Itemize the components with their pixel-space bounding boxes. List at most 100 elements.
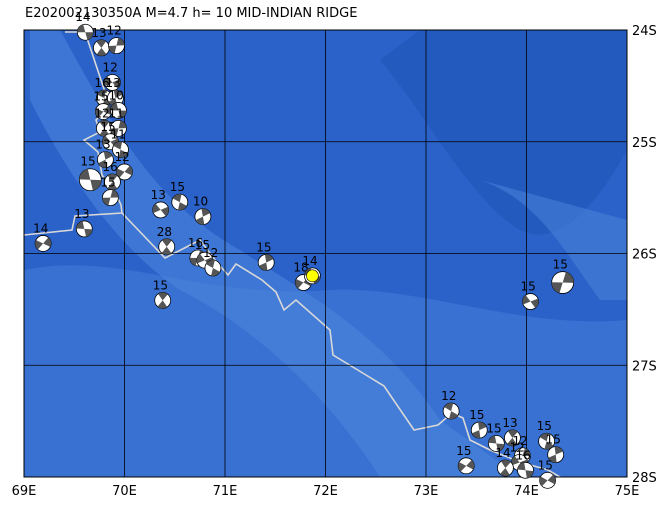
depth-label: 12 (509, 440, 524, 454)
focal-mechanism (76, 23, 94, 41)
beachball-compression (517, 462, 534, 479)
x-tick-label: 75E (615, 484, 640, 499)
x-tick-label: 73E (414, 484, 439, 499)
focal-mechanism (194, 208, 212, 226)
beachball-compression (35, 237, 52, 250)
depth-label: 14 (75, 10, 90, 24)
depth-label: 15 (521, 280, 536, 294)
focal-mechanism (116, 163, 133, 181)
map-frame (23, 29, 628, 478)
depth-label: 15 (170, 180, 185, 194)
beachball-compression (108, 37, 125, 54)
depth-label: 13 (151, 188, 166, 202)
beachball-compression (458, 459, 475, 472)
depth-label: 15 (538, 458, 553, 472)
depth-label: 15 (100, 176, 115, 190)
beachball-compression (195, 208, 211, 225)
beachball-compression (98, 151, 113, 168)
depth-label: 15 (195, 238, 210, 252)
beachball-compression (488, 435, 505, 452)
depth-label: 16 (94, 76, 109, 90)
depth-label: 11 (110, 128, 125, 142)
y-tick-label: 24S (632, 24, 657, 39)
depth-label: 13 (502, 416, 517, 430)
x-tick-label: 70E (112, 484, 137, 499)
focal-mechanism (152, 201, 170, 219)
focal-mechanism (522, 293, 539, 310)
x-tick-label: 71E (213, 484, 238, 499)
depth-label: 13 (91, 26, 106, 40)
depth-label: 12 (115, 150, 130, 164)
focal-mechanism (78, 168, 102, 192)
depth-label: 15 (486, 421, 501, 435)
focal-mechanism (487, 435, 505, 452)
focal-mechanism (104, 74, 121, 91)
focal-mechanism (75, 220, 93, 238)
beachball-compression (161, 238, 172, 255)
focal-mechanism (517, 461, 534, 479)
ridge-axis (121, 212, 561, 477)
focal-mechanism (97, 151, 114, 169)
beachball-compression (110, 120, 127, 137)
focal-mechanism (470, 421, 488, 439)
depth-label: 15 (256, 240, 271, 254)
depth-label: 16 (515, 448, 530, 462)
y-tick-label: 25S (632, 136, 657, 151)
beachball-compression (471, 422, 487, 439)
depth-label: 15 (537, 419, 552, 433)
beachball-compression (95, 105, 112, 118)
focal-mechanism (547, 446, 565, 464)
focal-mechanism (551, 271, 575, 294)
beachball-compression (522, 295, 539, 308)
y-tick-label: 28S (632, 471, 657, 486)
depth-label: 10 (193, 195, 208, 209)
depth-label: 14 (302, 254, 317, 268)
x-tick-label: 74E (514, 484, 539, 499)
depth-label: 15 (469, 408, 484, 422)
focal-mechanism (108, 37, 125, 55)
beachball-compression (548, 446, 564, 463)
depth-label: 13 (95, 138, 110, 152)
focal-mechanism (110, 102, 127, 119)
focal-mechanism (92, 39, 110, 57)
beachball-compression (539, 433, 554, 450)
map-title: E202002130350A M=4.7 h= 10 MID-INDIAN RI… (25, 6, 357, 21)
depth-label: 14 (33, 221, 48, 235)
depth-label: 15 (553, 258, 568, 272)
focal-mechanism (504, 429, 521, 447)
depth-label: 15 (80, 155, 95, 169)
depth-label: 14 (495, 446, 510, 460)
beachball-outline (158, 238, 176, 256)
beachball-compression (444, 403, 459, 420)
beachball-compression (152, 203, 169, 217)
x-tick-label: 69E (12, 484, 37, 499)
beachball-compression (104, 76, 121, 89)
beachball-compression (157, 292, 168, 309)
beachball-outline (496, 459, 514, 477)
beachball-compression (507, 429, 518, 446)
beachball-compression (99, 120, 110, 137)
focal-mechanism (94, 103, 112, 120)
focal-mechanism (154, 292, 172, 309)
x-tick-label: 72E (313, 484, 338, 499)
depth-label: 16 (102, 160, 117, 174)
depth-label: 18 (293, 261, 308, 275)
beachball-compression (172, 194, 187, 211)
focal-mechanism (442, 402, 460, 420)
depth-label: 15 (100, 120, 115, 134)
y-tick-label: 27S (632, 359, 657, 374)
depth-label: 12 (94, 106, 109, 120)
y-tick-label: 26S (632, 248, 657, 263)
beachball-compression (539, 474, 556, 487)
depth-label: 13 (105, 76, 120, 90)
beachball-compression (96, 39, 107, 56)
beachball-compression (500, 460, 511, 477)
depth-label: 15 (153, 278, 168, 292)
beachball-compression (110, 102, 127, 119)
depth-label: 12 (441, 389, 456, 403)
depth-label: 12 (512, 434, 527, 448)
focal-mechanism (538, 432, 555, 450)
depth-label: 11 (108, 106, 123, 120)
depth-label: 13 (74, 207, 89, 221)
